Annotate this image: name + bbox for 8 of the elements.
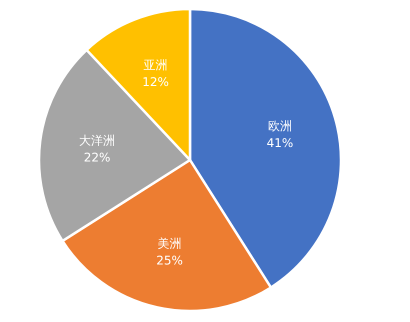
data-label: 25%	[156, 253, 183, 268]
slice-label: 欧洲	[268, 118, 292, 133]
data-label: 22%	[84, 150, 110, 164]
data-label: 41%	[266, 136, 294, 150]
data-label: 12%	[142, 74, 169, 89]
slice-label: 亚洲	[144, 58, 168, 72]
slice-label: 大洋洲	[79, 133, 116, 148]
slice-label: 美洲	[158, 236, 182, 250]
